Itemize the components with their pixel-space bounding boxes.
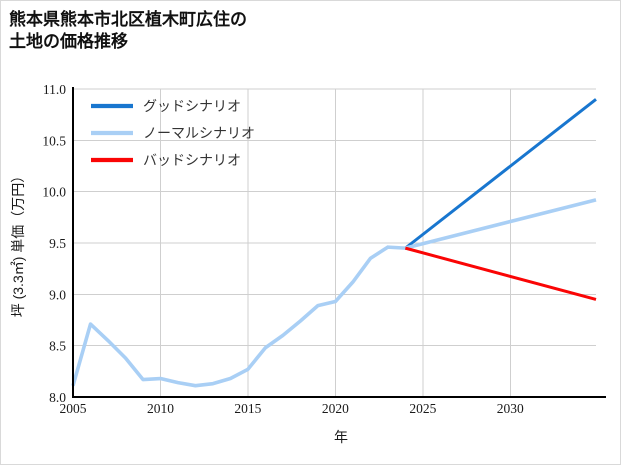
legend-label: グッドシナリオ (143, 98, 241, 114)
y-tick-label: 11.0 (43, 82, 66, 97)
series-line-ノーマルシナリオ (71, 198, 597, 388)
series-lines (71, 98, 597, 388)
legend-label: ノーマルシナリオ (143, 125, 255, 141)
x-tick-label: 2010 (147, 401, 174, 416)
x-tick-label: 2015 (234, 401, 261, 416)
x-axis-tick-labels: 2005 2010 2015 2020 2025 2030 (60, 401, 525, 416)
x-tick-label: 2030 (497, 401, 524, 416)
x-axis-label: 年 (334, 429, 348, 445)
x-tick-label: 2005 (60, 401, 87, 416)
y-tick-label: 10.5 (42, 133, 66, 148)
y-tick-label: 9.0 (49, 287, 66, 302)
axis-lines (71, 87, 606, 399)
y-tick-label: 9.5 (49, 236, 66, 251)
x-tick-label: 2025 (409, 401, 436, 416)
legend-label: バッドシナリオ (143, 152, 241, 168)
series-line-グッドシナリオ (404, 98, 597, 250)
x-tick-label: 2020 (322, 401, 349, 416)
y-axis-label: 坪 (3.3㎡) 単価（万円） (10, 169, 26, 318)
y-tick-label: 10.0 (42, 185, 66, 200)
y-axis-tick-labels: 8.0 8.5 9.0 9.5 10.0 10.5 11.0 (42, 82, 66, 405)
page-title: 熊本県熊本市北区植木町広住の 土地の価格推移 (9, 10, 247, 52)
series-line-バッドシナリオ (404, 246, 597, 301)
y-tick-label: 8.5 (49, 339, 66, 354)
y-tick-label: 8.0 (49, 390, 66, 405)
